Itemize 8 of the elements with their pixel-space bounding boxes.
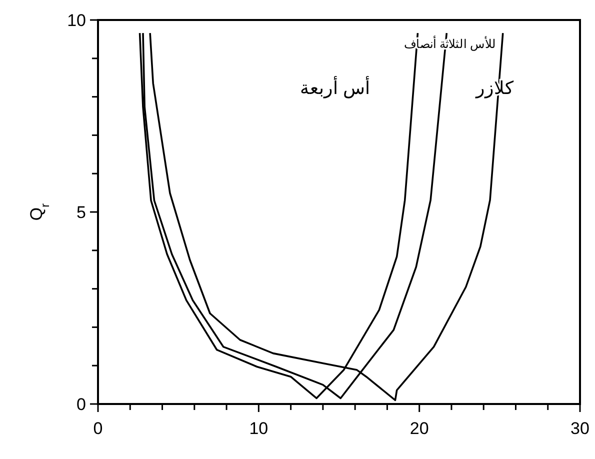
y-tick-label: 5 (76, 203, 86, 222)
annotation: أس أربعة (300, 78, 370, 98)
x-tick-label: 30 (570, 419, 590, 438)
y-tick-label: 0 (76, 395, 86, 414)
x-tick-label: 0 (93, 419, 103, 438)
x-tick-label: 10 (249, 419, 268, 438)
x-tick-label: 20 (410, 419, 429, 438)
y-tick-label: 10 (67, 11, 86, 30)
